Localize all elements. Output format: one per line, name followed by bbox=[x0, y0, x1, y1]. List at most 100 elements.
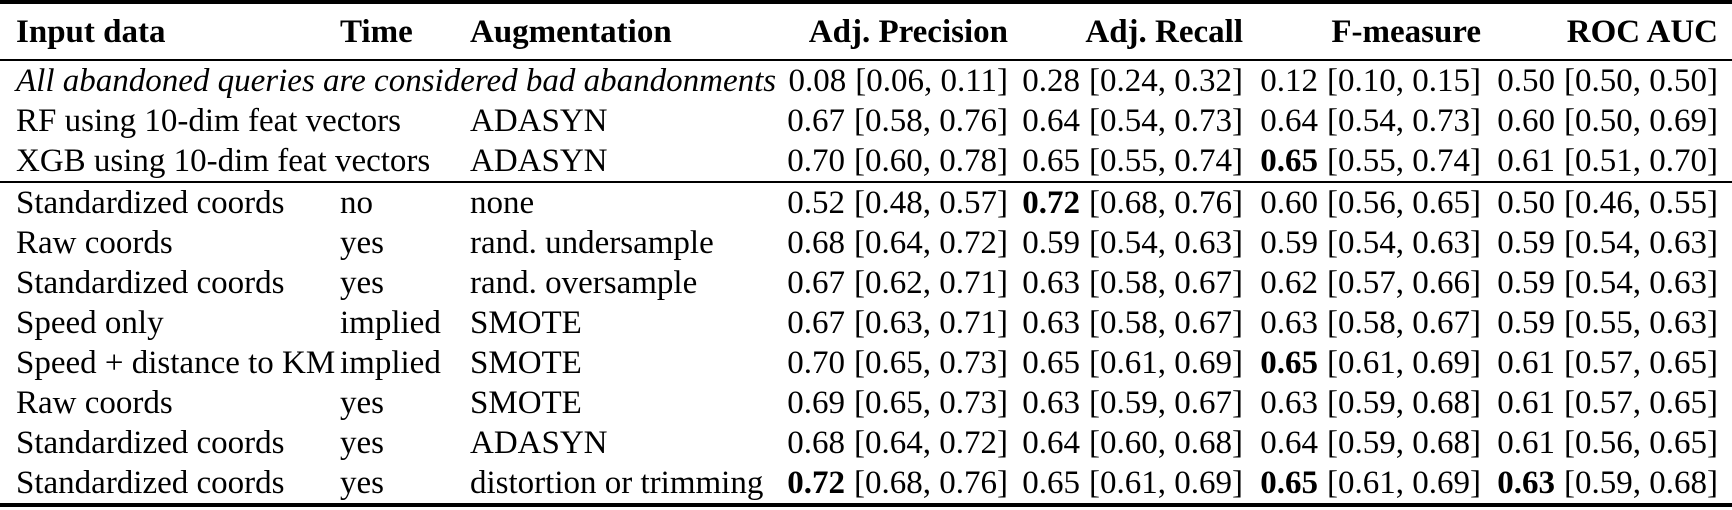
confidence-interval: [0.51, 0.70] bbox=[1564, 143, 1718, 179]
metric-value: 0.59 bbox=[1260, 225, 1319, 261]
cell-augmentation: none bbox=[470, 181, 765, 223]
metric-value: 0.62 bbox=[1260, 265, 1319, 301]
cell-adj-precision: 0.70 [0.65, 0.73] bbox=[765, 343, 1008, 383]
metric-value: 0.69 bbox=[787, 385, 846, 421]
cell-adj-precision: 0.67 [0.63, 0.71] bbox=[765, 303, 1008, 343]
metric-value: 0.52 bbox=[787, 185, 846, 221]
confidence-interval: [0.56, 0.65] bbox=[1327, 185, 1481, 221]
metric-value: 0.61 bbox=[1497, 425, 1556, 461]
cell-augmentation: ADASYN bbox=[470, 103, 608, 139]
cell-adj-precision: 0.67 [0.58, 0.76] bbox=[765, 101, 1008, 141]
confidence-interval: [0.65, 0.73] bbox=[854, 385, 1008, 421]
cell-augmentation: rand. undersample bbox=[470, 225, 714, 261]
cell-adj-recall: 0.63 [0.58, 0.67] bbox=[1008, 303, 1243, 343]
confidence-interval: [0.57, 0.66] bbox=[1327, 265, 1481, 301]
cell-adj-precision: 0.68 [0.64, 0.72] bbox=[765, 423, 1008, 463]
cell-augmentation: SMOTE bbox=[470, 385, 582, 421]
cell-time: no bbox=[340, 181, 470, 223]
column-header-time: Time bbox=[340, 2, 470, 61]
cell-f-measure: 0.63 [0.58, 0.67] bbox=[1243, 303, 1481, 343]
table-row: Raw coords yes rand. undersample 0.68 [0.64,… bbox=[0, 223, 1732, 263]
confidence-interval: [0.61, 0.69] bbox=[1327, 465, 1481, 501]
cell-roc-auc: 0.50 [0.50, 0.50] bbox=[1481, 60, 1732, 101]
metric-value: 0.59 bbox=[1022, 225, 1081, 261]
confidence-interval: [0.60, 0.78] bbox=[854, 143, 1008, 179]
confidence-interval: [0.57, 0.65] bbox=[1564, 345, 1718, 381]
cell-input-data: Speed + distance to KM bbox=[16, 345, 336, 381]
confidence-interval: [0.58, 0.67] bbox=[1327, 305, 1481, 341]
confidence-interval: [0.68, 0.76] bbox=[854, 465, 1008, 501]
confidence-interval: [0.48, 0.57] bbox=[854, 185, 1008, 221]
confidence-interval: [0.55, 0.74] bbox=[1089, 143, 1243, 179]
cell-f-measure: 0.59 [0.54, 0.63] bbox=[1243, 223, 1481, 263]
confidence-interval: [0.68, 0.76] bbox=[1089, 185, 1243, 221]
metric-value: 0.08 bbox=[788, 63, 847, 99]
metric-value: 0.68 bbox=[787, 425, 846, 461]
column-header-input-data: Input data bbox=[0, 2, 340, 61]
metric-value: 0.72 bbox=[1022, 185, 1081, 221]
cell-adj-precision: 0.68 [0.64, 0.72] bbox=[765, 223, 1008, 263]
column-header-adj-recall: Adj. Recall bbox=[1008, 2, 1243, 61]
metric-value: 0.65 bbox=[1022, 465, 1081, 501]
confidence-interval: [0.55, 0.63] bbox=[1564, 305, 1718, 341]
metric-value: 0.64 bbox=[1022, 103, 1081, 139]
confidence-interval: [0.46, 0.55] bbox=[1564, 185, 1718, 221]
cell-augmentation: ADASYN bbox=[470, 425, 608, 461]
cell-augmentation: SMOTE bbox=[470, 305, 582, 341]
cell-f-measure: 0.64 [0.59, 0.68] bbox=[1243, 423, 1481, 463]
cell-f-measure: 0.63 [0.59, 0.68] bbox=[1243, 383, 1481, 423]
confidence-interval: [0.61, 0.69] bbox=[1089, 465, 1243, 501]
confidence-interval: [0.58, 0.67] bbox=[1089, 305, 1243, 341]
header-row: Input data Time Augmentation Adj. Precision… bbox=[0, 2, 1732, 61]
cell-adj-recall: 0.65 [0.61, 0.69] bbox=[1008, 343, 1243, 383]
metric-value: 0.50 bbox=[1497, 185, 1556, 221]
cell-roc-auc: 0.61 [0.51, 0.70] bbox=[1481, 141, 1732, 182]
metric-value: 0.65 bbox=[1022, 345, 1081, 381]
cell-f-measure: 0.65 [0.61, 0.69] bbox=[1243, 343, 1481, 383]
cell-augmentation: rand. oversample bbox=[470, 265, 698, 301]
metric-value: 0.61 bbox=[1497, 345, 1556, 381]
cell-roc-auc: 0.61 [0.56, 0.65] bbox=[1481, 423, 1732, 463]
metric-value: 0.59 bbox=[1497, 225, 1556, 261]
cell-time: yes bbox=[340, 225, 384, 261]
cell-input-data: XGB using 10-dim feat vectors bbox=[16, 143, 431, 179]
metric-value: 0.65 bbox=[1022, 143, 1081, 179]
cell-adj-recall: 0.65 [0.55, 0.74] bbox=[1008, 141, 1243, 182]
metric-value: 0.28 bbox=[1022, 63, 1081, 99]
cell-input-data: Speed only bbox=[16, 305, 164, 341]
cell-f-measure: 0.62 [0.57, 0.66] bbox=[1243, 263, 1481, 303]
cell-augmentation: SMOTE bbox=[470, 345, 582, 381]
confidence-interval: [0.55, 0.74] bbox=[1327, 143, 1481, 179]
confidence-interval: [0.61, 0.69] bbox=[1089, 345, 1243, 381]
cell-adj-recall: 0.59 [0.54, 0.63] bbox=[1008, 223, 1243, 263]
metric-value: 0.50 bbox=[1497, 63, 1556, 99]
metric-value: 0.67 bbox=[787, 305, 846, 341]
metric-value: 0.65 bbox=[1260, 465, 1319, 501]
cell-input-data: Standardized coords bbox=[16, 265, 285, 301]
cell-adj-precision: 0.52 [0.48, 0.57] bbox=[765, 181, 1008, 223]
confidence-interval: [0.57, 0.65] bbox=[1564, 385, 1718, 421]
confidence-interval: [0.56, 0.65] bbox=[1564, 425, 1718, 461]
cell-augmentation: ADASYN bbox=[470, 143, 608, 179]
metric-value: 0.60 bbox=[1497, 103, 1556, 139]
cell-input-data: RF using 10-dim feat vectors bbox=[16, 103, 401, 139]
confidence-interval: [0.65, 0.73] bbox=[854, 345, 1008, 381]
cell-roc-auc: 0.63 [0.59, 0.68] bbox=[1481, 463, 1732, 505]
metric-value: 0.70 bbox=[787, 143, 846, 179]
cell-input-data: Standardized coords bbox=[16, 425, 285, 461]
confidence-interval: [0.54, 0.63] bbox=[1089, 225, 1243, 261]
cell-roc-auc: 0.60 [0.50, 0.69] bbox=[1481, 101, 1732, 141]
metric-value: 0.60 bbox=[1260, 185, 1319, 221]
cell-input-data: Raw coords bbox=[16, 385, 173, 421]
confidence-interval: [0.59, 0.68] bbox=[1327, 425, 1481, 461]
cell-f-measure: 0.64 [0.54, 0.73] bbox=[1243, 101, 1481, 141]
metric-value: 0.63 bbox=[1022, 305, 1081, 341]
confidence-interval: [0.58, 0.67] bbox=[1089, 265, 1243, 301]
cell-roc-auc: 0.59 [0.54, 0.63] bbox=[1481, 223, 1732, 263]
cell-adj-precision: 0.70 [0.60, 0.78] bbox=[765, 141, 1008, 182]
metric-value: 0.65 bbox=[1260, 143, 1319, 179]
cell-input-data: Standardized coords bbox=[16, 465, 285, 501]
confidence-interval: [0.61, 0.69] bbox=[1327, 345, 1481, 381]
